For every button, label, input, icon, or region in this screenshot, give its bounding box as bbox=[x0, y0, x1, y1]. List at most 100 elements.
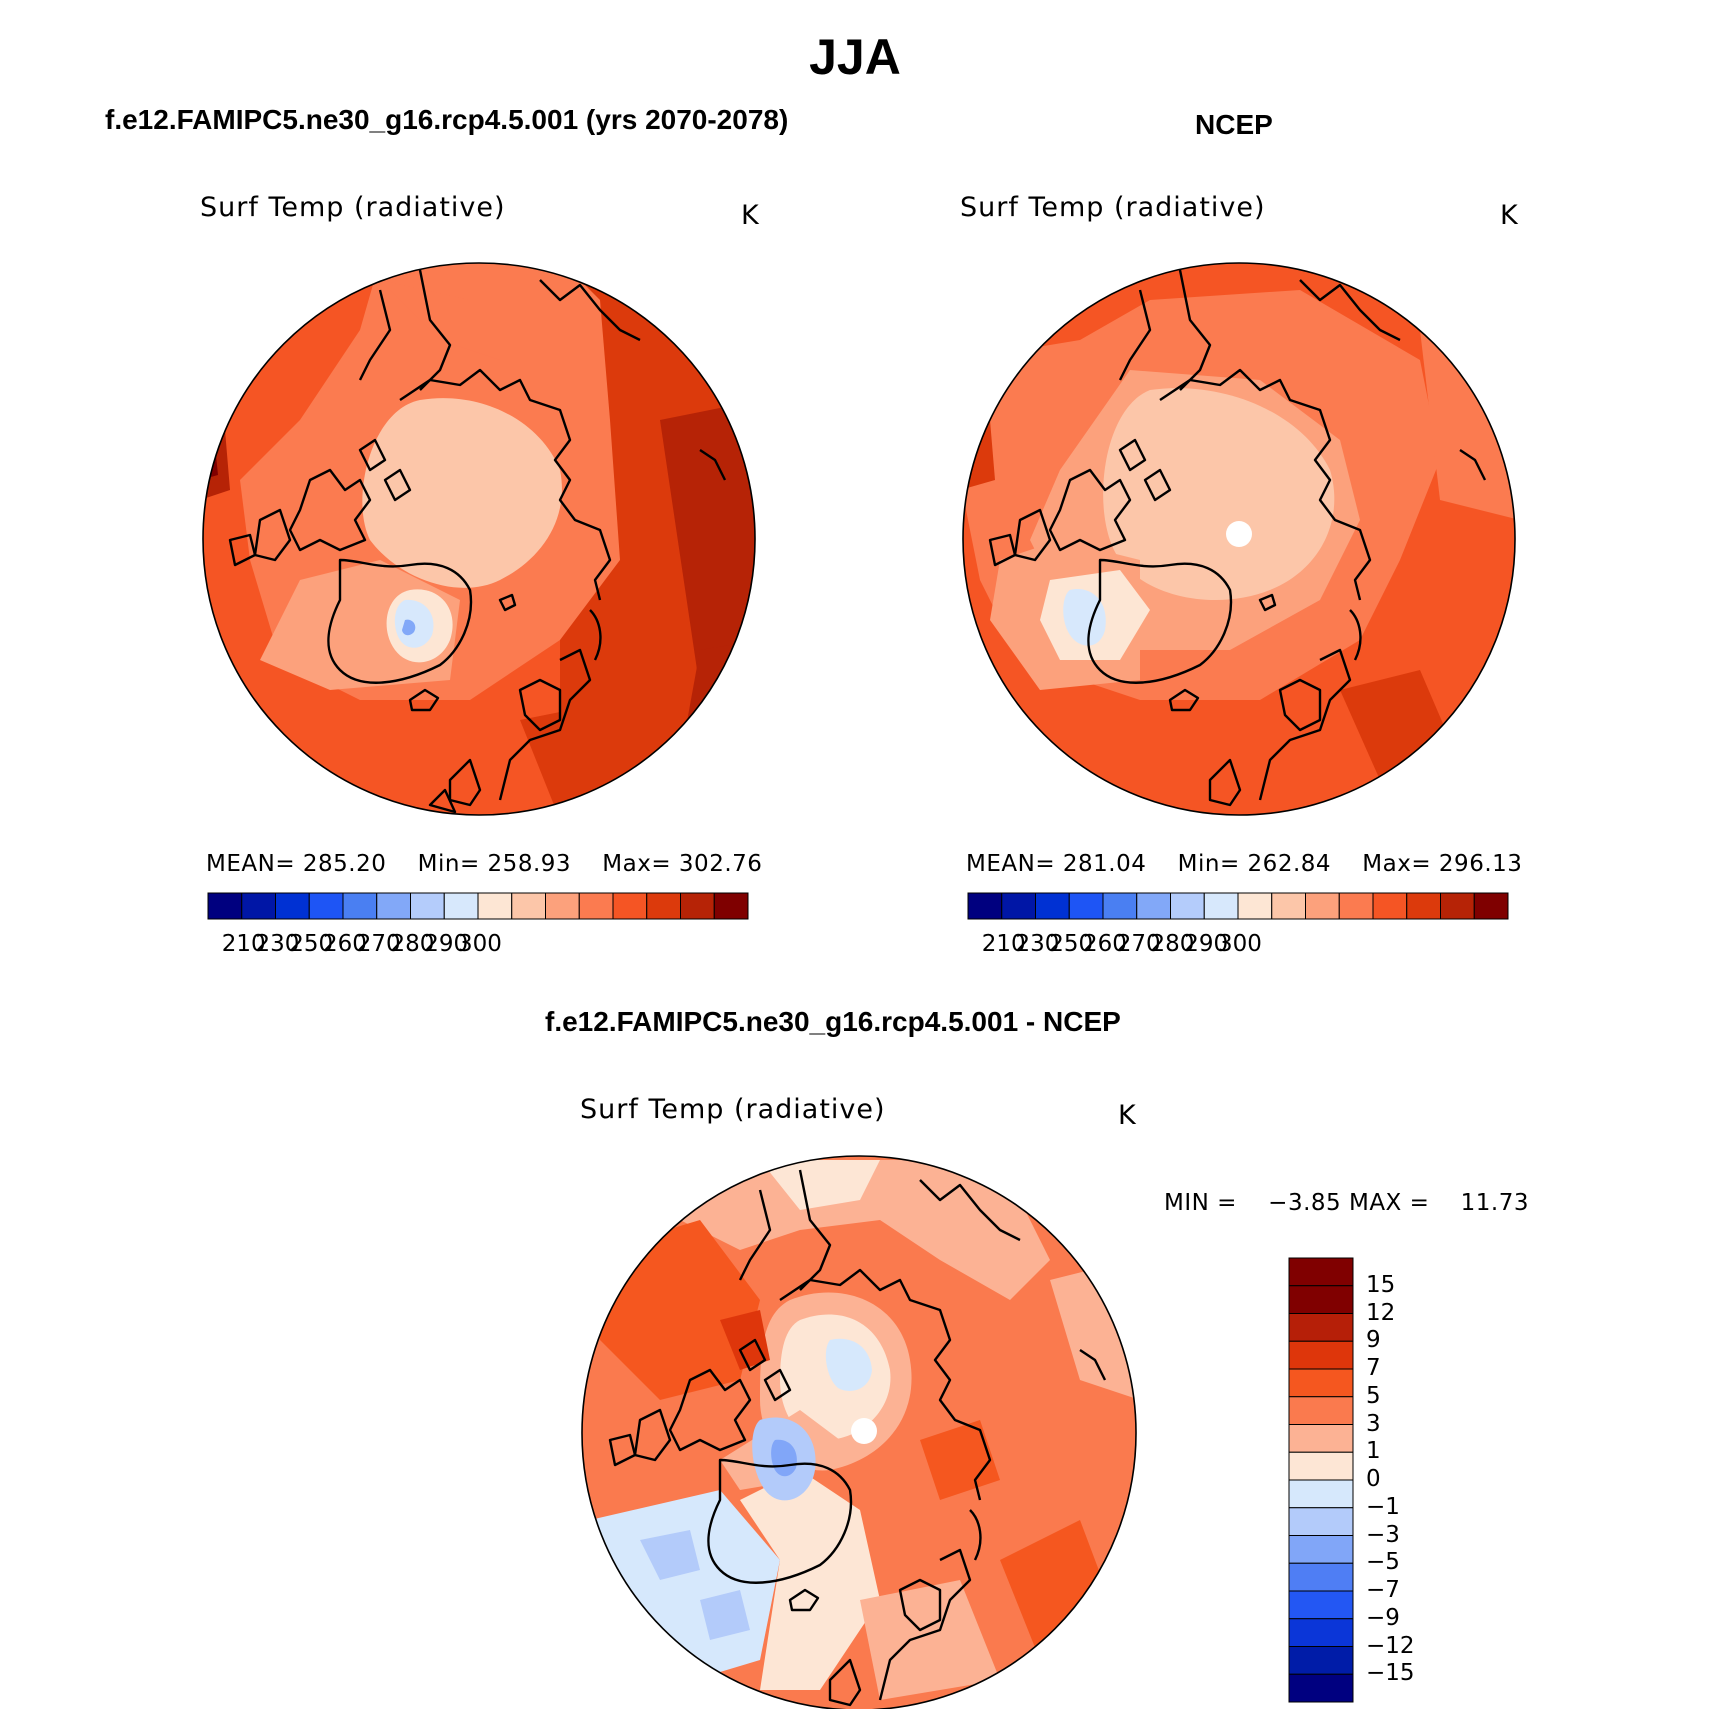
diff-min-label: MIN = bbox=[1164, 1190, 1237, 1216]
panel1-mean-value: 285.20 bbox=[302, 851, 387, 877]
diff-colorbar-box bbox=[1288, 1535, 1354, 1564]
panel2-mean-value: 281.04 bbox=[1062, 851, 1147, 877]
panel2-colorbar-tick-label: 280 bbox=[1150, 931, 1195, 957]
diff-colorbar-box bbox=[1288, 1451, 1354, 1481]
panel2-stats: MEAN= 281.04 Min= 262.84 Max= 296.13 bbox=[966, 851, 1522, 877]
panel2-min-value: 262.84 bbox=[1247, 851, 1332, 877]
diff-colorbar-box bbox=[1288, 1562, 1354, 1592]
panel1-colorbar-box bbox=[207, 892, 243, 920]
panel1-units: K bbox=[741, 200, 759, 231]
panel1-colorbar bbox=[207, 892, 749, 920]
panel2-variable-title: Surf Temp (radiative) bbox=[960, 192, 1266, 223]
panel2-case-title: NCEP bbox=[1195, 109, 1273, 140]
panel1-temperature-field bbox=[203, 263, 755, 815]
panel1-mean-label: MEAN= bbox=[206, 851, 296, 877]
diff-colorbar-tick-label: 0 bbox=[1366, 1466, 1381, 1492]
panel2-mean-label: MEAN= bbox=[966, 851, 1056, 877]
panel1-colorbar-tick-label: 280 bbox=[390, 931, 435, 957]
diff-colorbar-tick-label: −3 bbox=[1366, 1521, 1400, 1548]
panel2-colorbar-box bbox=[1372, 892, 1408, 920]
panel1-colorbar-box bbox=[275, 892, 310, 920]
panel1-max-value: 302.76 bbox=[678, 851, 763, 877]
panel1-colorbar-box bbox=[713, 892, 749, 920]
diff-colorbar-box bbox=[1288, 1396, 1354, 1425]
panel2-colorbar-box bbox=[967, 892, 1003, 920]
panel2-colorbar-box bbox=[1271, 892, 1306, 920]
panel1-variable-title: Surf Temp (radiative) bbox=[200, 192, 506, 223]
diff-colorbar-box bbox=[1288, 1673, 1354, 1703]
panel2-colorbar-box bbox=[1068, 892, 1104, 920]
panel1-min-value: 258.93 bbox=[487, 851, 572, 877]
panel2-colorbar-box bbox=[1035, 892, 1070, 920]
diff-colorbar-tick-label: −9 bbox=[1366, 1604, 1400, 1631]
panel2-colorbar-box bbox=[1338, 892, 1374, 920]
panel2-missing-pole bbox=[1226, 521, 1252, 547]
panel2-colorbar-box bbox=[1136, 892, 1171, 920]
diff-max-value: 11.73 bbox=[1460, 1190, 1529, 1216]
diff-colorbar-tick-label: 15 bbox=[1366, 1271, 1396, 1298]
diff-colorbar-box bbox=[1288, 1257, 1354, 1287]
panel1-colorbar-box bbox=[545, 892, 580, 920]
panel1-colorbar-box bbox=[241, 892, 276, 920]
panel2-coastlines bbox=[988, 269, 1487, 807]
panel1-max-label: Max= bbox=[602, 851, 672, 877]
panel1-colorbar-tick-label: 260 bbox=[323, 931, 367, 957]
diff-colorbar-tick-label: −7 bbox=[1366, 1577, 1400, 1603]
diff-colorbar-tick-label: 9 bbox=[1366, 1327, 1381, 1354]
panel1-colorbar-box bbox=[680, 892, 715, 920]
panel1-colorbar-box bbox=[342, 892, 378, 920]
panel1-colorbar-box bbox=[443, 892, 479, 920]
diff-colorbar-tick-label: 7 bbox=[1366, 1355, 1381, 1381]
diff-coastlines bbox=[608, 1169, 1107, 1707]
panel1-colorbar-box bbox=[646, 892, 681, 920]
diff-colorbar-box bbox=[1288, 1424, 1354, 1453]
diff-case-title: f.e12.FAMIPC5.ne30_g16.rcp4.5.001 - NCEP bbox=[545, 1006, 1121, 1037]
panel2-colorbar-tick-label: 260 bbox=[1083, 931, 1127, 957]
panel2-colorbar-tick-label: 230 bbox=[1015, 931, 1060, 957]
panel2-colorbar-tick-label: 210 bbox=[981, 931, 1026, 957]
panel1-colorbar-tick-label: 300 bbox=[458, 931, 502, 957]
panel2-colorbar-box bbox=[1473, 892, 1509, 920]
diff-colorbar-box bbox=[1288, 1340, 1354, 1370]
panel1-min-label: Min= bbox=[417, 851, 480, 877]
panel1-colorbar-tick-label: 230 bbox=[255, 931, 300, 957]
panel1-stats: MEAN= 285.20 Min= 258.93 Max= 302.76 bbox=[206, 851, 762, 877]
diff-colorbar-tick-label: 1 bbox=[1366, 1438, 1381, 1465]
panel2-min-label: Min= bbox=[1177, 851, 1240, 877]
diff-colorbar-box bbox=[1288, 1368, 1354, 1398]
diff-max-label: MAX = bbox=[1348, 1190, 1430, 1216]
diff-colorbar-box bbox=[1288, 1313, 1354, 1342]
panel1-colorbar-box bbox=[477, 892, 513, 920]
panel2-colorbar-box bbox=[1203, 892, 1239, 920]
main-title: JJA bbox=[809, 29, 901, 85]
panel1-case-title: f.e12.FAMIPC5.ne30_g16.rcp4.5.001 (yrs 2… bbox=[105, 104, 789, 135]
diff-units: K bbox=[1118, 1100, 1136, 1131]
diff-stats: MIN = −3.85 MAX = 11.73 bbox=[1164, 1190, 1529, 1216]
panel1-colorbar-tick-label: 270 bbox=[356, 931, 401, 957]
diff-colorbar bbox=[1288, 1257, 1354, 1703]
diff-colorbar-box bbox=[1288, 1590, 1354, 1620]
panel2-colorbar-tick-label: 290 bbox=[1184, 931, 1229, 957]
diff-colorbar-tick-label: −15 bbox=[1366, 1660, 1415, 1687]
panel2-max-value: 296.13 bbox=[1438, 851, 1523, 877]
panel1-colorbar-box bbox=[410, 892, 445, 920]
diff-min-value: −3.85 bbox=[1268, 1190, 1342, 1216]
panel1-colorbar-box bbox=[612, 892, 648, 920]
diff-colorbar-box bbox=[1288, 1618, 1354, 1647]
diff-missing-pole bbox=[851, 1418, 877, 1444]
diff-temperature-field bbox=[582, 1156, 1136, 1709]
panel1-colorbar-box bbox=[578, 892, 614, 920]
panel2-colorbar-tick-label: 250 bbox=[1049, 931, 1094, 957]
diff-variable-title: Surf Temp (radiative) bbox=[580, 1094, 886, 1125]
panel1-coastlines bbox=[228, 269, 727, 814]
diff-colorbar-box bbox=[1288, 1285, 1354, 1314]
panel1-colorbar-tick-label: 210 bbox=[221, 931, 266, 957]
diff-colorbar-box bbox=[1288, 1646, 1354, 1675]
panel2-colorbar-box bbox=[1305, 892, 1340, 920]
panel2-colorbar bbox=[967, 892, 1509, 920]
panel2-colorbar-tick-label: 300 bbox=[1218, 931, 1262, 957]
diff-colorbar-tick-label: 3 bbox=[1366, 1410, 1381, 1437]
diff-colorbar-box bbox=[1288, 1479, 1354, 1509]
panel2-colorbar-box bbox=[1440, 892, 1475, 920]
panel1-colorbar-tick-label: 290 bbox=[424, 931, 469, 957]
